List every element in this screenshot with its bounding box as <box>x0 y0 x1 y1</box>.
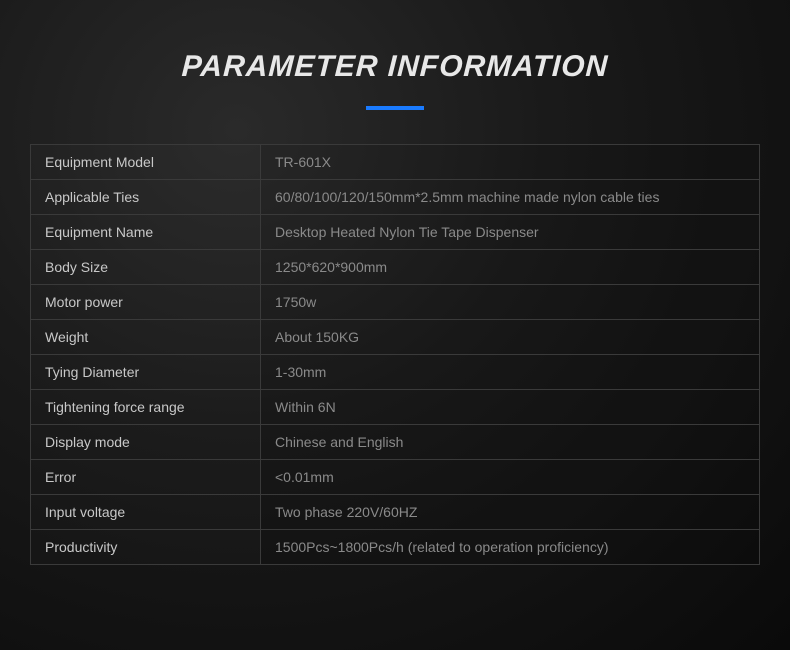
param-value: 60/80/100/120/150mm*2.5mm machine made n… <box>261 180 760 215</box>
param-label: Display mode <box>31 425 261 460</box>
table-row: Tightening force range Within 6N <box>31 390 760 425</box>
table-row: Body Size 1250*620*900mm <box>31 250 760 285</box>
table-row: Motor power 1750w <box>31 285 760 320</box>
param-value: 1-30mm <box>261 355 760 390</box>
table-row: Productivity 1500Pcs~1800Pcs/h (related … <box>31 530 760 565</box>
param-label: Weight <box>31 320 261 355</box>
param-label: Tying Diameter <box>31 355 261 390</box>
parameter-panel: PARAMETER INFORMATION Equipment Model TR… <box>0 0 790 595</box>
param-label: Input voltage <box>31 495 261 530</box>
param-value: Within 6N <box>261 390 760 425</box>
table-row: Error <0.01mm <box>31 460 760 495</box>
table-row: Display mode Chinese and English <box>31 425 760 460</box>
param-label: Equipment Model <box>31 145 261 180</box>
param-value: Chinese and English <box>261 425 760 460</box>
param-label: Applicable Ties <box>31 180 261 215</box>
parameter-table: Equipment Model TR-601X Applicable Ties … <box>30 144 760 565</box>
param-label: Motor power <box>31 285 261 320</box>
param-value: <0.01mm <box>261 460 760 495</box>
title-underline <box>366 106 424 110</box>
param-value: Desktop Heated Nylon Tie Tape Dispenser <box>261 215 760 250</box>
param-label: Productivity <box>31 530 261 565</box>
table-row: Applicable Ties 60/80/100/120/150mm*2.5m… <box>31 180 760 215</box>
table-row: Equipment Model TR-601X <box>31 145 760 180</box>
param-value: About 150KG <box>261 320 760 355</box>
param-value: TR-601X <box>261 145 760 180</box>
param-value: 1750w <box>261 285 760 320</box>
param-label: Equipment Name <box>31 215 261 250</box>
table-row: Input voltage Two phase 220V/60HZ <box>31 495 760 530</box>
param-label: Body Size <box>31 250 261 285</box>
page-title: PARAMETER INFORMATION <box>29 50 761 84</box>
table-row: Tying Diameter 1-30mm <box>31 355 760 390</box>
param-value: 1250*620*900mm <box>261 250 760 285</box>
param-value: Two phase 220V/60HZ <box>261 495 760 530</box>
table-row: Equipment Name Desktop Heated Nylon Tie … <box>31 215 760 250</box>
param-label: Tightening force range <box>31 390 261 425</box>
param-value: 1500Pcs~1800Pcs/h (related to operation … <box>261 530 760 565</box>
table-row: Weight About 150KG <box>31 320 760 355</box>
param-label: Error <box>31 460 261 495</box>
parameter-table-body: Equipment Model TR-601X Applicable Ties … <box>31 145 760 565</box>
